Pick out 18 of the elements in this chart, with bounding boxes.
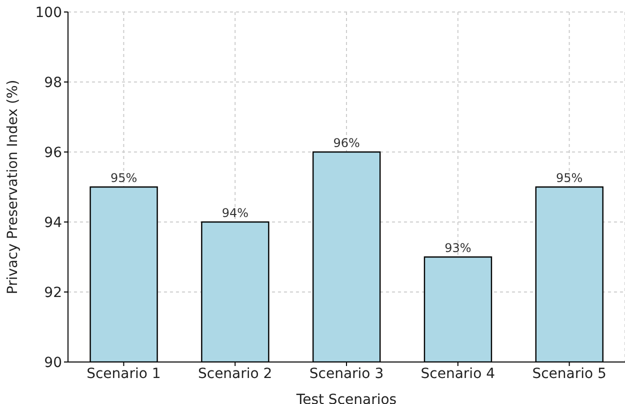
y-tick-label: 92: [44, 284, 62, 301]
data-label: 95%: [556, 171, 583, 185]
x-tick-label: Scenario 3: [309, 366, 384, 382]
x-tick-label: Scenario 1: [86, 366, 161, 382]
x-tick-label: Scenario 4: [420, 366, 496, 382]
x-tick-label: Scenario 2: [198, 366, 272, 382]
y-tick-label: 94: [44, 214, 62, 231]
y-tick-label: 96: [44, 144, 62, 161]
y-axis-title: Privacy Preservation Index (%): [4, 80, 21, 294]
data-label: 93%: [444, 241, 472, 255]
x-axis-title: Test Scenarios: [295, 392, 397, 404]
y-tick-label: 100: [35, 4, 62, 21]
x-tick-label: Scenario 5: [532, 366, 606, 382]
data-label: 94%: [222, 206, 249, 220]
y-tick-label: 98: [44, 74, 62, 91]
y-tick-label: 90: [44, 354, 62, 371]
data-label: 96%: [333, 136, 360, 150]
data-label: 95%: [110, 171, 138, 185]
